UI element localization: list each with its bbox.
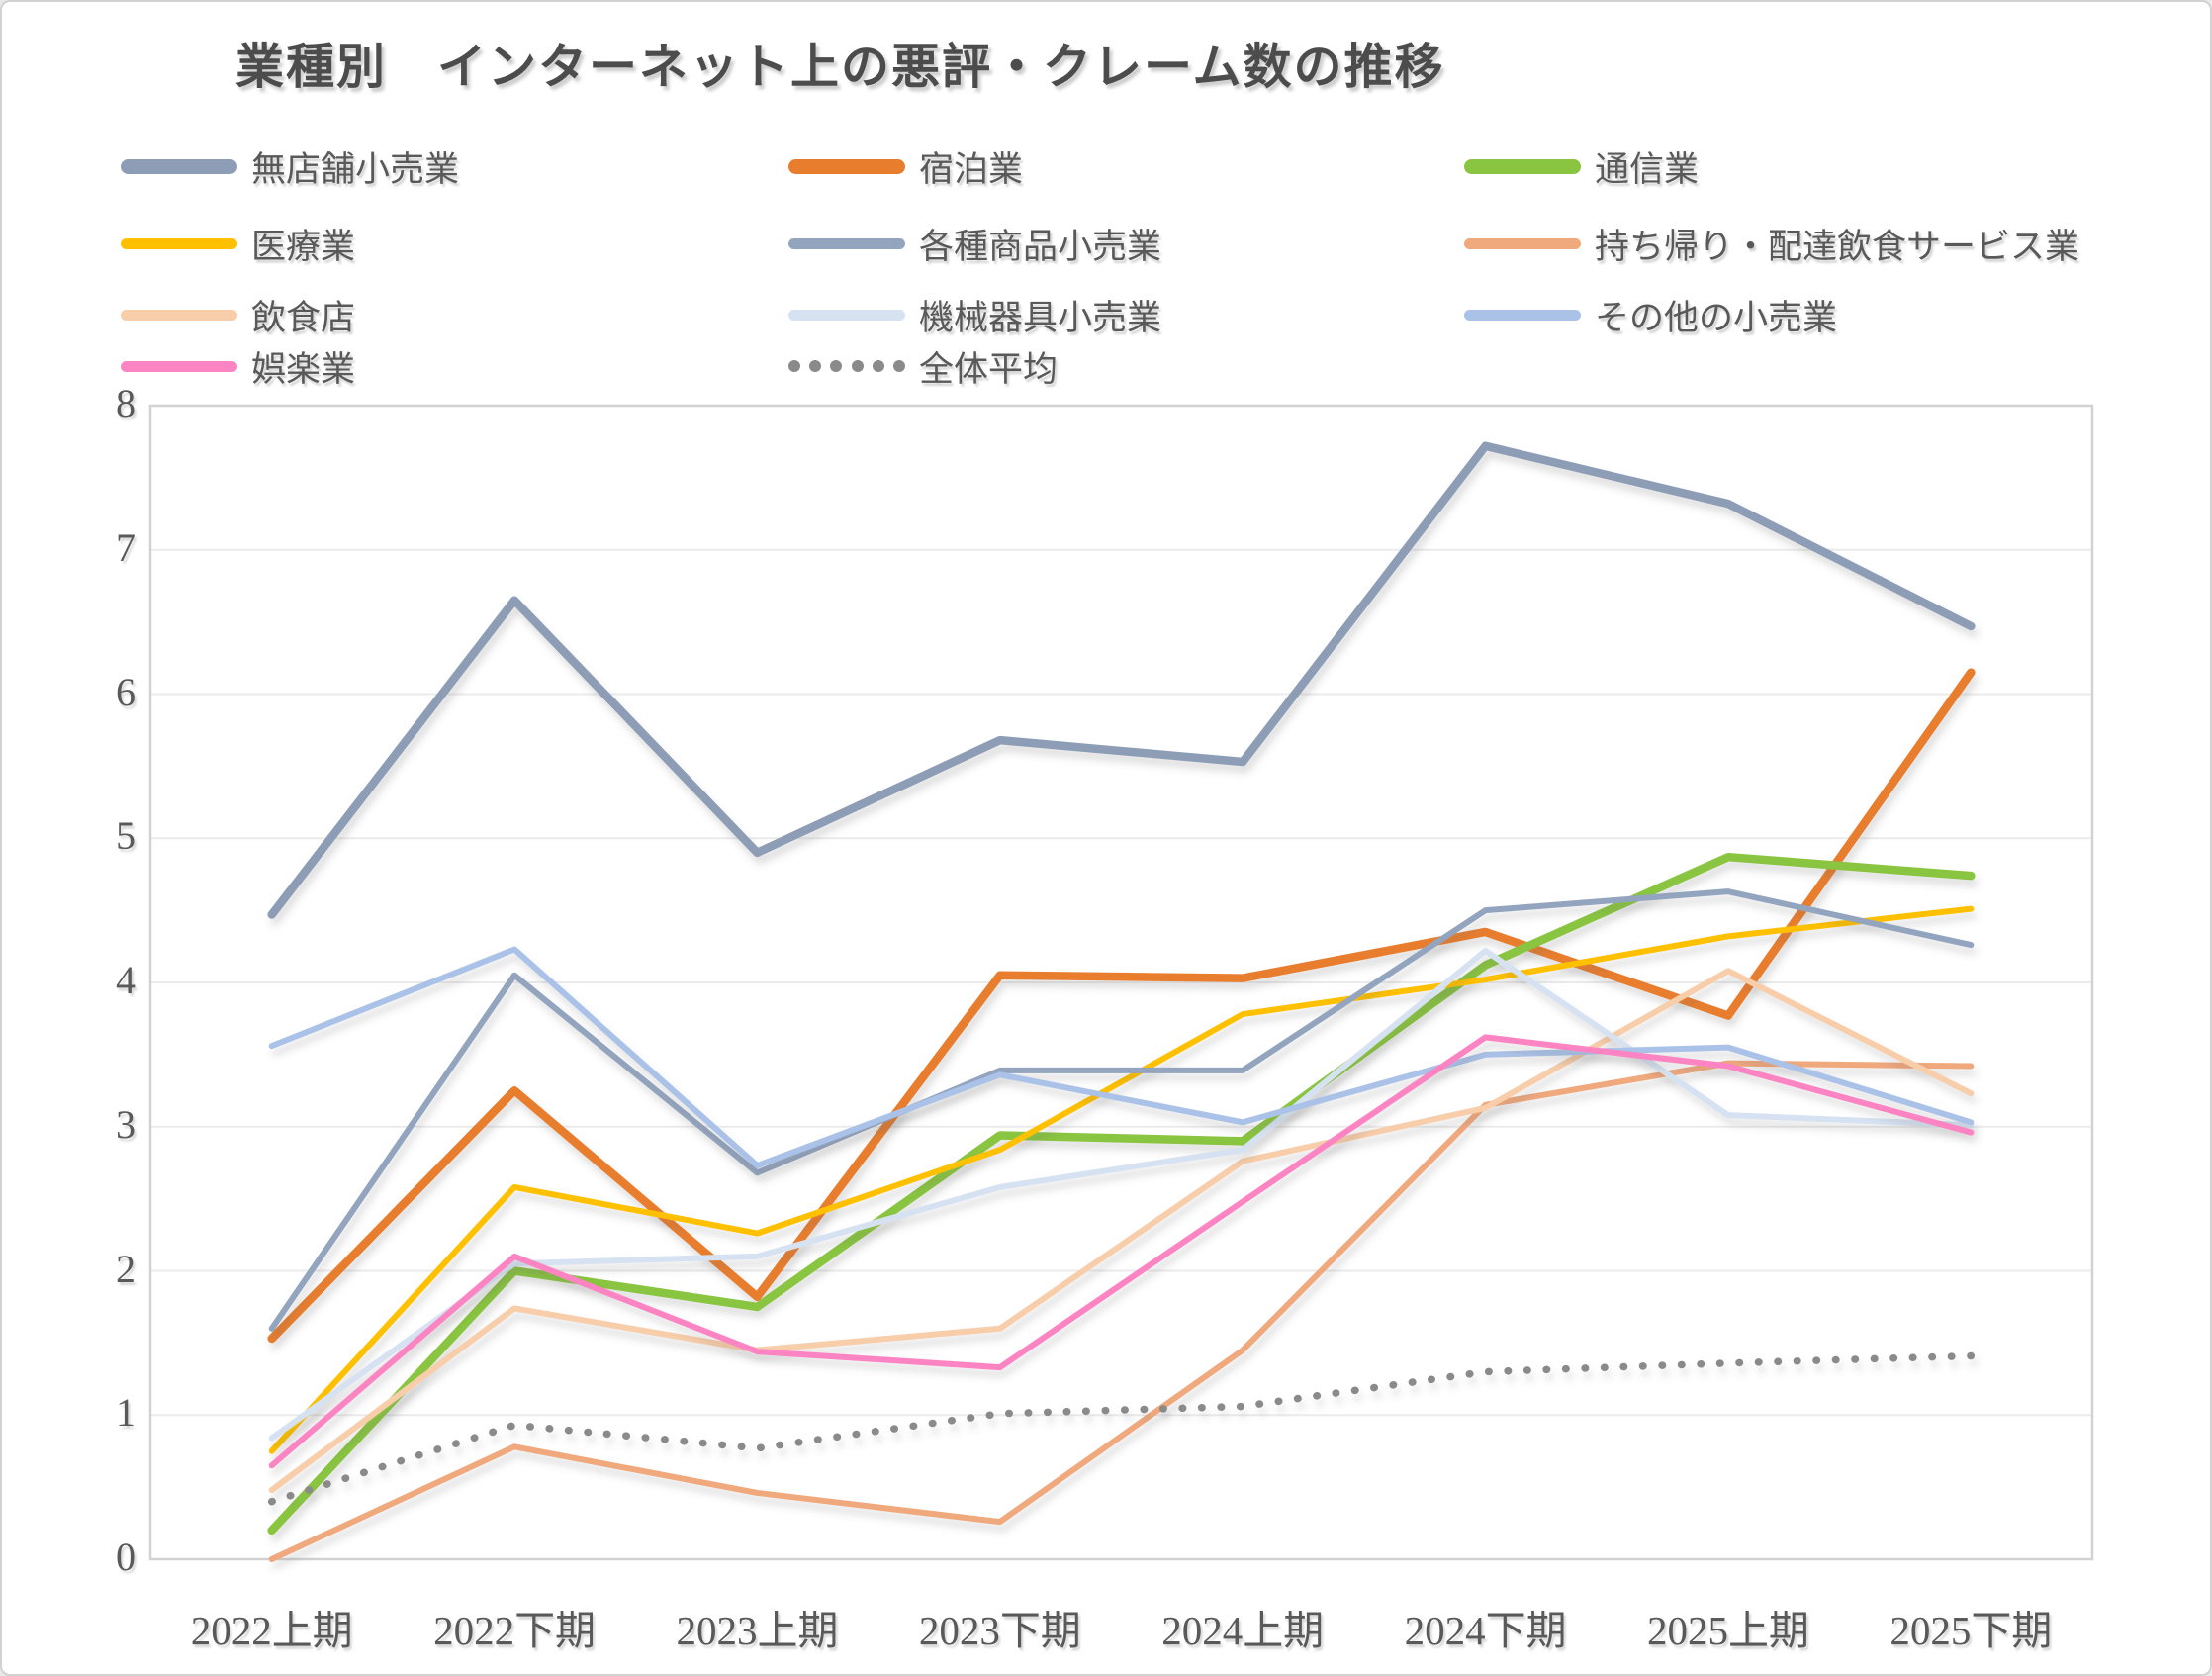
x-axis-label: 2022下期 (433, 1608, 597, 1653)
series-line-1 (267, 441, 1976, 919)
x-axis-label: 2023下期 (918, 1608, 1081, 1653)
series-line-2 (267, 668, 1976, 1344)
plot-border (148, 404, 2094, 1561)
y-axis-label: 0 (116, 1535, 136, 1579)
chart-title: 業種別 インターネット上の悪評・クレーム数の推移 (235, 41, 1445, 94)
x-axis-label: 2024上期 (1161, 1608, 1325, 1653)
x-axis-label: 2024下期 (1404, 1608, 1567, 1653)
series-line-10 (268, 1034, 1975, 1469)
series-line-3 (267, 852, 1976, 1536)
series-line-11 (267, 1351, 1976, 1506)
y-axis-label: 6 (116, 669, 136, 714)
series-line-6 (268, 1060, 1975, 1562)
x-axis-label: 2022上期 (190, 1608, 353, 1653)
x-axis-label: 2025下期 (1889, 1608, 2053, 1653)
y-axis-label: 3 (116, 1101, 136, 1147)
y-axis-label: 8 (116, 381, 136, 425)
y-axis-label: 2 (116, 1246, 136, 1291)
y-axis-label: 5 (116, 813, 136, 859)
series-line-8 (268, 947, 1975, 1442)
series-line-9 (268, 946, 1975, 1169)
series-line-4 (268, 905, 1975, 1454)
y-axis-label: 4 (116, 958, 136, 1002)
x-axis-label: 2025上期 (1646, 1608, 1809, 1653)
x-axis-label: 2023上期 (676, 1608, 839, 1653)
y-axis-label: 7 (116, 524, 136, 570)
series-line-7 (268, 968, 1975, 1494)
y-axis-label: 1 (116, 1390, 136, 1436)
series-line-5 (268, 888, 1975, 1332)
